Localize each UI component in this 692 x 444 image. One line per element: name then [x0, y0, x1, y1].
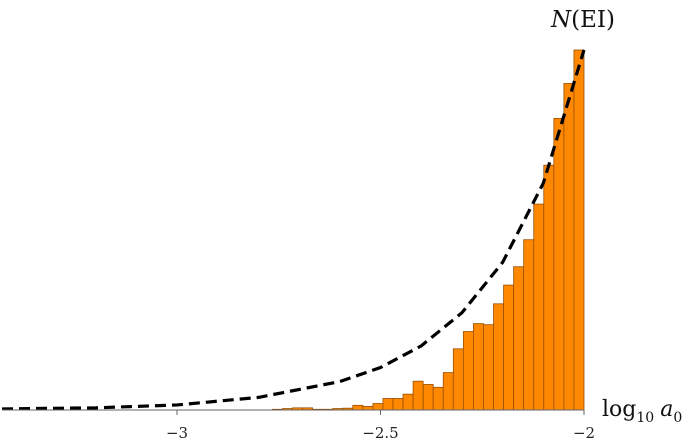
histogram-bar	[422, 384, 434, 411]
histogram-bar	[432, 386, 444, 411]
y-axis-label: N(EI)	[550, 7, 615, 33]
bars-group	[271, 49, 585, 411]
histogram-bar	[442, 372, 454, 411]
histogram-bar	[573, 49, 585, 411]
x-tick-label: −2	[573, 424, 595, 442]
histogram-bar	[372, 403, 384, 411]
histogram-bar	[382, 398, 394, 411]
histogram-bar	[523, 239, 535, 411]
histogram-bar	[553, 118, 565, 411]
histogram-bar	[493, 303, 504, 411]
fit-curve	[1, 49, 586, 411]
histogram-bar	[473, 323, 484, 411]
histogram-bar	[513, 266, 525, 411]
histogram-bar	[563, 83, 575, 411]
histogram-bar	[533, 203, 545, 411]
histogram-bar	[452, 348, 464, 411]
histogram-bar	[503, 284, 515, 411]
x-axis-label: log10 a0	[602, 397, 682, 426]
x-tick-label: −2.5	[362, 424, 398, 442]
histogram-bar	[462, 331, 474, 411]
histogram-bar	[543, 164, 555, 411]
histogram-bar	[362, 405, 374, 411]
histogram-bar	[483, 324, 494, 411]
histogram-bar	[402, 393, 414, 411]
histogram-bar	[352, 404, 364, 411]
x-tick-label: −3	[166, 424, 188, 442]
histogram-bar	[412, 380, 424, 411]
histogram-bar	[392, 398, 404, 411]
x-ticks-group: −3 −2.5 −2	[166, 410, 595, 442]
